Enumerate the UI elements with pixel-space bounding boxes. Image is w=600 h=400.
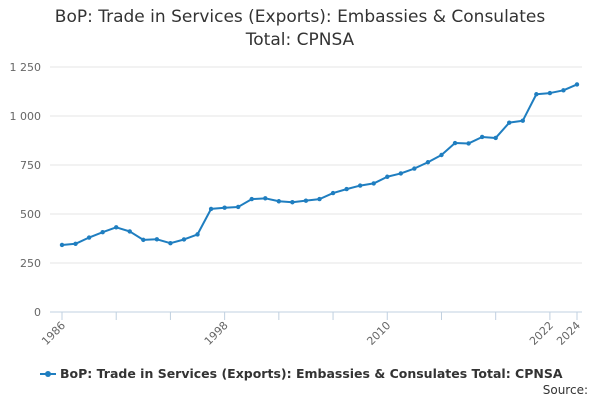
data-point[interactable] bbox=[398, 171, 404, 176]
y-tick-label: 500 bbox=[20, 208, 41, 221]
source-label: Source: bbox=[542, 383, 588, 397]
data-point[interactable] bbox=[141, 237, 146, 243]
data-point[interactable] bbox=[547, 90, 553, 96]
chart-title: BoP: Trade in Services (Exports): Embass… bbox=[0, 6, 600, 52]
data-point[interactable] bbox=[330, 190, 336, 196]
data-point[interactable] bbox=[385, 174, 390, 179]
data-point[interactable] bbox=[100, 230, 105, 235]
y-tick-label: 1 250 bbox=[10, 61, 42, 74]
y-tick-label: 250 bbox=[20, 257, 41, 270]
data-point[interactable] bbox=[412, 166, 417, 171]
data-point[interactable] bbox=[466, 141, 471, 146]
legend-swatch bbox=[40, 368, 56, 380]
data-point[interactable] bbox=[290, 200, 295, 205]
data-point[interactable] bbox=[574, 82, 580, 87]
data-point[interactable] bbox=[561, 88, 566, 93]
y-tick-label: 1 000 bbox=[10, 110, 42, 123]
data-point[interactable] bbox=[195, 232, 200, 237]
data-point[interactable] bbox=[73, 241, 78, 246]
data-point[interactable] bbox=[479, 134, 485, 140]
legend-label: BoP: Trade in Services (Exports): Embass… bbox=[60, 366, 563, 381]
data-point[interactable] bbox=[425, 160, 431, 165]
x-tick-label: 1986 bbox=[39, 319, 68, 348]
data-point[interactable] bbox=[303, 198, 309, 203]
data-point[interactable] bbox=[520, 118, 525, 123]
data-point[interactable] bbox=[439, 152, 444, 158]
data-point[interactable] bbox=[208, 206, 214, 212]
data-point[interactable] bbox=[357, 183, 363, 188]
data-point[interactable] bbox=[263, 196, 268, 201]
data-point[interactable] bbox=[452, 140, 458, 146]
data-point[interactable] bbox=[127, 229, 132, 234]
data-point[interactable] bbox=[222, 205, 227, 210]
x-tick-label: 2024 bbox=[554, 319, 583, 348]
data-point[interactable] bbox=[86, 235, 92, 240]
legend[interactable]: BoP: Trade in Services (Exports): Embass… bbox=[40, 366, 563, 381]
data-point[interactable] bbox=[507, 120, 512, 125]
data-point[interactable] bbox=[181, 237, 187, 242]
data-point[interactable] bbox=[249, 196, 254, 202]
data-point[interactable] bbox=[344, 186, 349, 192]
data-point[interactable] bbox=[371, 181, 376, 186]
data-point[interactable] bbox=[317, 196, 322, 202]
chart-title-line-2: Total: CPNSA bbox=[245, 30, 355, 50]
data-point[interactable] bbox=[114, 225, 119, 230]
series-layer bbox=[59, 82, 580, 248]
y-axis: 0 250 500 750 1 000 1 250 bbox=[10, 61, 42, 319]
data-point[interactable] bbox=[235, 204, 241, 210]
data-point[interactable] bbox=[154, 237, 160, 242]
x-tick-label: 2010 bbox=[364, 319, 393, 348]
data-point[interactable] bbox=[276, 199, 282, 204]
x-tick-label: 2022 bbox=[527, 319, 556, 348]
y-tick-label: 750 bbox=[20, 159, 41, 172]
grid-lines bbox=[50, 66, 582, 313]
y-tick-label: 0 bbox=[34, 306, 41, 319]
data-point[interactable] bbox=[534, 92, 539, 97]
data-point[interactable] bbox=[168, 241, 173, 246]
x-tick-label: 1998 bbox=[202, 319, 231, 348]
chart-title-line-1: BoP: Trade in Services (Exports): Embass… bbox=[54, 7, 546, 27]
data-point[interactable] bbox=[59, 242, 65, 248]
data-point[interactable] bbox=[493, 135, 498, 141]
